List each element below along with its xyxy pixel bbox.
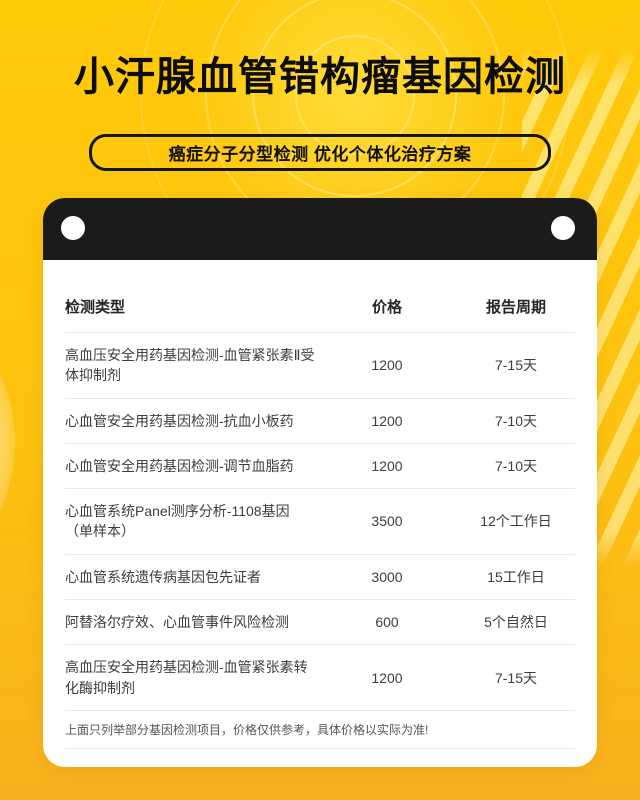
table-row: 心血管安全用药基因检测-抗血小板药 1200 7-10天: [65, 399, 575, 444]
report-period-cell: 15工作日: [487, 568, 545, 585]
report-period-cell: 12个工作日: [480, 513, 552, 530]
table-row: 高血压安全用药基因检测-血管紧张素转化酶抑制剂 1200 7-15天: [65, 645, 575, 711]
column-header-period: 报告周期: [485, 299, 546, 316]
report-period-cell: 7-10天: [494, 412, 538, 429]
page-title: 小汗腺血管错构瘤基因检测: [74, 55, 566, 99]
hole-left-icon: [61, 216, 85, 240]
table-row: 心血管系统Panel测序分析-1108基因（单样本） 3500 12个工作日: [65, 489, 575, 555]
subtitle-banner: 癌症分子分型检测 优化个体化治疗方案: [89, 134, 551, 171]
test-type-cell: 阿替洛尔疗效、心血管事件风险检测: [65, 614, 289, 631]
table-row: 心血管系统遗传病基因包先证者 3000 15工作日: [65, 555, 575, 601]
report-period-cell: 5个自然日: [484, 614, 548, 631]
price-cell: 3500: [371, 513, 403, 530]
table-row: 高血压安全用药基因检测-血管紧张素Ⅱ受体抑制剂 1200 7-15天: [65, 333, 575, 399]
test-type-cell: 心血管安全用药基因检测-抗血小板药: [65, 412, 294, 429]
card-top-bar: [43, 198, 597, 260]
test-type-cell: 心血管系统遗传病基因包先证者: [65, 568, 261, 585]
price-card: 检测类型 价格 报告周期 高血压安全用药基因检测-血管紧张素Ⅱ受体抑制剂 120…: [43, 198, 597, 767]
price-cell: 1200: [371, 357, 403, 374]
price-table: 检测类型 价格 报告周期 高血压安全用药基因检测-血管紧张素Ⅱ受体抑制剂 120…: [43, 260, 597, 767]
test-type-cell: 心血管安全用药基因检测-调节血脂药: [65, 457, 294, 474]
hole-right-icon: [551, 216, 575, 240]
column-header-type: 检测类型: [65, 299, 126, 316]
price-cell: 1200: [371, 669, 403, 686]
test-type-cell: 心血管系统Panel测序分析-1108基因（单样本）: [65, 503, 290, 540]
report-period-cell: 7-15天: [494, 357, 538, 374]
price-cell: 1200: [371, 412, 403, 429]
price-cell: 1200: [371, 457, 403, 474]
background-left-circle: [0, 277, 15, 607]
table-row: 心血管安全用药基因检测-调节血脂药 1200 7-10天: [65, 444, 575, 490]
column-header-price: 价格: [371, 299, 402, 316]
report-period-cell: 7-15天: [494, 669, 538, 686]
test-type-cell: 高血压安全用药基因检测-血管紧张素Ⅱ受体抑制剂: [65, 347, 315, 384]
table-header-row: 检测类型 价格 报告周期: [65, 260, 575, 333]
table-body: 高血压安全用药基因检测-血管紧张素Ⅱ受体抑制剂 1200 7-15天 心血管安全…: [65, 333, 575, 711]
price-cell: 600: [375, 614, 399, 631]
table-row: 阿替洛尔疗效、心血管事件风险检测 600 5个自然日: [65, 600, 575, 646]
test-type-cell: 高血压安全用药基因检测-血管紧张素转化酶抑制剂: [65, 659, 308, 696]
price-cell: 3000: [371, 568, 403, 585]
report-period-cell: 7-10天: [494, 457, 538, 474]
disclaimer-note: 上面只列举部分基因检测项目，价格仅供参考，具体价格以实际为准!: [65, 711, 575, 749]
subtitle-text: 癌症分子分型检测 优化个体化治疗方案: [168, 145, 472, 164]
